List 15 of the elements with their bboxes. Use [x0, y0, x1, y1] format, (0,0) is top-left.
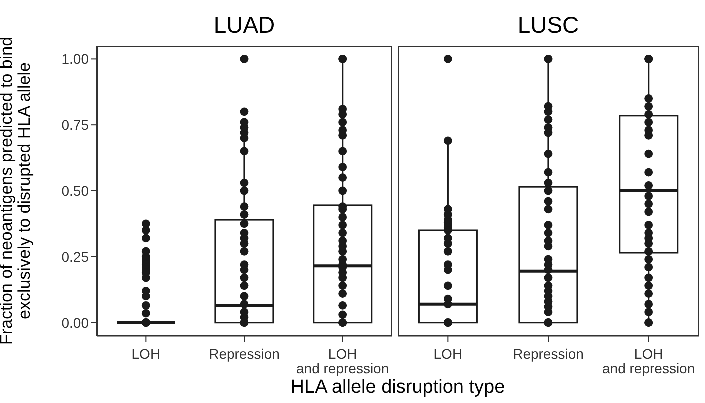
x-axis-title: HLA allele disruption type	[290, 377, 506, 399]
x-tick-label: LOH and repression	[296, 346, 390, 377]
y-axis-title: Fraction of neoantigens predicted to bind exclusively to disrupted HLA allele	[0, 36, 34, 346]
chart-title: LUAD	[212, 12, 276, 39]
x-tick-label: LOH	[434, 346, 463, 362]
y-tick-label: 1.00	[62, 51, 90, 68]
y-tick-label: 0.00	[62, 314, 90, 331]
x-tick-label: Repression	[209, 346, 280, 362]
y-tick-label: 0.50	[62, 182, 90, 199]
y-tick-label: 0.25	[62, 248, 90, 265]
y-tick-label: 0.75	[62, 117, 90, 134]
x-tick-label: LOH	[132, 346, 161, 362]
x-tick-label: Repression	[513, 346, 584, 362]
chart-title: LUSC	[516, 12, 580, 39]
x-tick-label: LOH and repression	[602, 346, 696, 377]
